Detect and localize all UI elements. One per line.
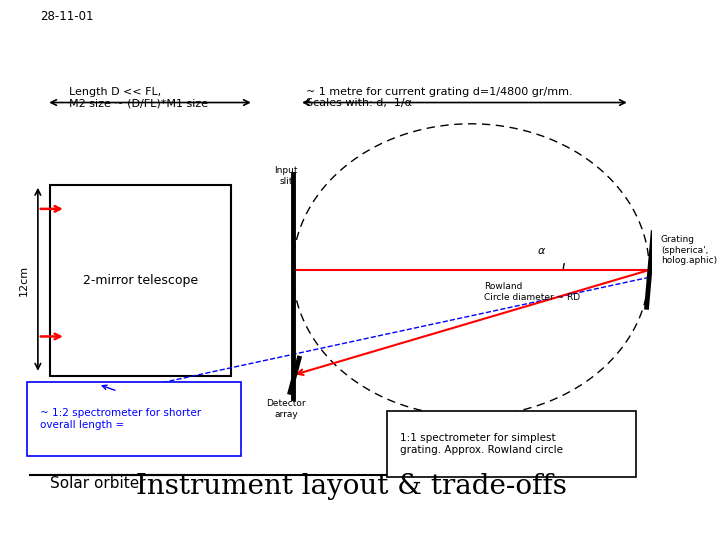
Text: ~ 1 metre for current grating d=1/4800 gr/mm.
Scales with: d,  1/α: ~ 1 metre for current grating d=1/4800 g… bbox=[305, 86, 572, 108]
Text: 2-mirror telescope: 2-mirror telescope bbox=[83, 274, 198, 287]
Text: Input
slit: Input slit bbox=[274, 166, 298, 186]
Text: 28-11-01: 28-11-01 bbox=[40, 10, 94, 23]
Text: Solar orbiter: Solar orbiter bbox=[50, 476, 145, 491]
Text: Instrument layout & trade-offs: Instrument layout & trade-offs bbox=[135, 472, 567, 500]
Text: Detector
array: Detector array bbox=[266, 400, 306, 419]
Text: Grating
(spherica',
holog.aphic): Grating (spherica', holog.aphic) bbox=[661, 235, 717, 265]
Text: 1:1 spectrometer for simplest
grating. Approx. Rowland circle: 1:1 spectrometer for simplest grating. A… bbox=[400, 433, 562, 455]
Text: α: α bbox=[537, 246, 545, 256]
Bar bbox=[50, 185, 231, 376]
Text: 12cm: 12cm bbox=[19, 265, 29, 296]
FancyBboxPatch shape bbox=[387, 411, 636, 477]
Text: Length D << FL,
M2 size ~ (D/FL)*M1 size: Length D << FL, M2 size ~ (D/FL)*M1 size bbox=[69, 86, 208, 108]
Text: ~ 1:2 spectrometer for shorter
overall length =: ~ 1:2 spectrometer for shorter overall l… bbox=[40, 408, 201, 430]
FancyBboxPatch shape bbox=[27, 382, 240, 456]
Text: Rowland
Circle diameter ~ RD: Rowland Circle diameter ~ RD bbox=[484, 282, 580, 302]
